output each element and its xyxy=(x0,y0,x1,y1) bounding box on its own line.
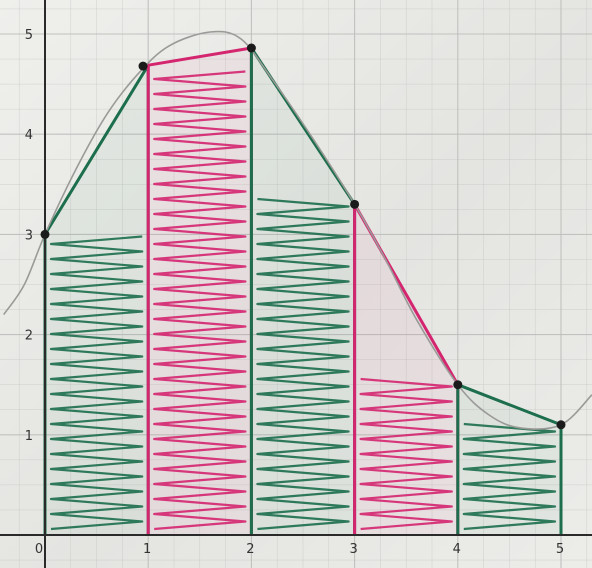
sample-points xyxy=(40,43,566,430)
x-tick-label: 1 xyxy=(143,542,151,557)
trapezoid-outline xyxy=(456,383,563,535)
x-tick-label: 2 xyxy=(246,542,254,557)
trapezoid-hatch xyxy=(256,197,350,531)
sample-point xyxy=(556,420,566,430)
trapezoid-hatch xyxy=(462,422,557,531)
tick-labels: 0 1 2 3 4 5 1 2 3 4 5 xyxy=(25,28,564,557)
trapezoid-tint xyxy=(251,48,355,535)
trapezoid-5 xyxy=(456,383,563,535)
y-tick-label: 3 xyxy=(25,228,33,243)
sample-point xyxy=(350,199,360,209)
y-tick-label: 5 xyxy=(25,28,33,43)
x-tick-label: 0 xyxy=(35,542,43,557)
trapezoid-fills xyxy=(43,46,563,535)
x-tick-label: 5 xyxy=(556,542,564,557)
x-tick-label: 3 xyxy=(349,542,357,557)
curve-line xyxy=(3,30,592,430)
y-tick-label: 4 xyxy=(25,128,33,143)
trapezoid-2 xyxy=(146,46,253,535)
y-tick-label: 1 xyxy=(25,429,33,444)
sample-point xyxy=(246,43,256,53)
x-tick-label: 4 xyxy=(453,542,461,557)
trapezoid-hatch xyxy=(359,377,453,531)
function-curve xyxy=(3,30,592,430)
sample-point xyxy=(40,229,50,239)
y-tick-label: 2 xyxy=(25,329,33,344)
trapezoid-hatch xyxy=(49,235,144,531)
sample-point xyxy=(453,380,463,390)
sample-point xyxy=(138,61,148,71)
trapezoid-hatch xyxy=(153,70,247,531)
